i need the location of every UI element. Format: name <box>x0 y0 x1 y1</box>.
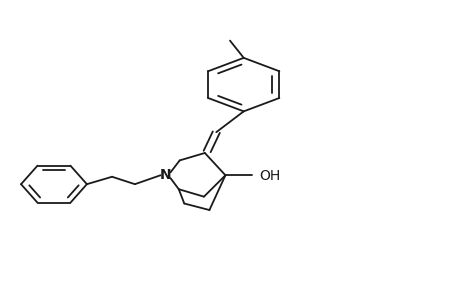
Text: OH: OH <box>258 169 280 183</box>
Text: N: N <box>159 168 170 182</box>
